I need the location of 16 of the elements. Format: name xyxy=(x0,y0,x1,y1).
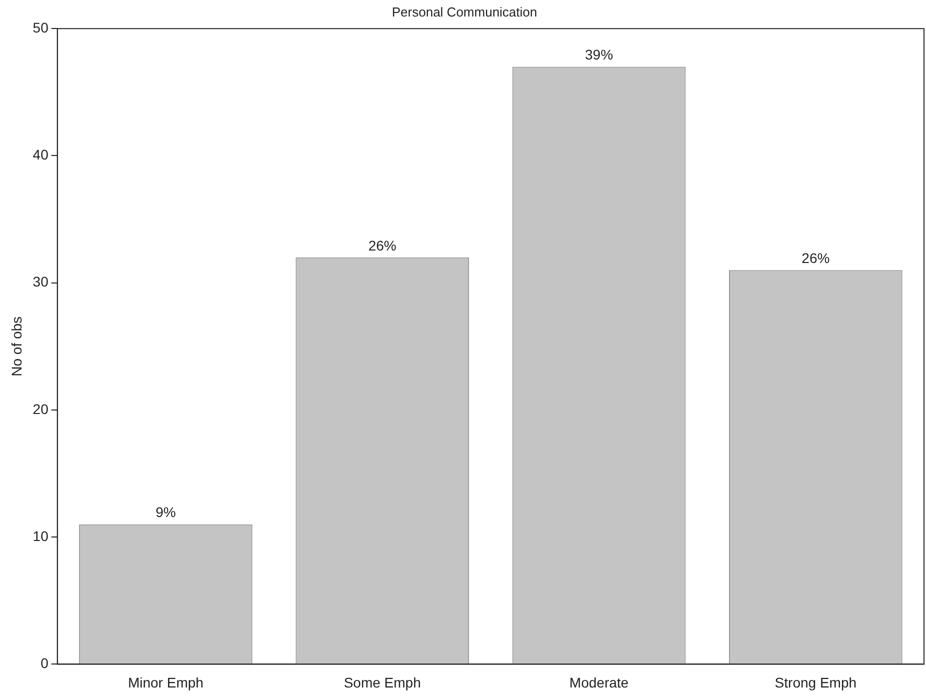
annotation: 26% xyxy=(802,250,830,266)
y-tick-label: 10 xyxy=(32,528,49,544)
y-tick-label: 0 xyxy=(40,655,49,672)
y-tick-label: 40 xyxy=(32,146,49,163)
annotation: 39% xyxy=(585,46,614,63)
y-tick-label: 50 xyxy=(32,19,49,36)
y-tick-label: 20 xyxy=(32,400,49,417)
y-tick-label: 30 xyxy=(32,274,49,290)
annotation: 26% xyxy=(368,237,396,254)
annotation: 9% xyxy=(156,504,176,520)
x-tick-label: Minor Emph xyxy=(128,674,204,690)
x-tick-label: Some Emph xyxy=(344,674,421,690)
x-tick-label: Strong Emph xyxy=(774,674,857,690)
y-axis-title: No of obs xyxy=(8,316,24,376)
x-tick-label: Moderate xyxy=(569,674,629,690)
chart-title: Personal Communication xyxy=(392,4,538,20)
